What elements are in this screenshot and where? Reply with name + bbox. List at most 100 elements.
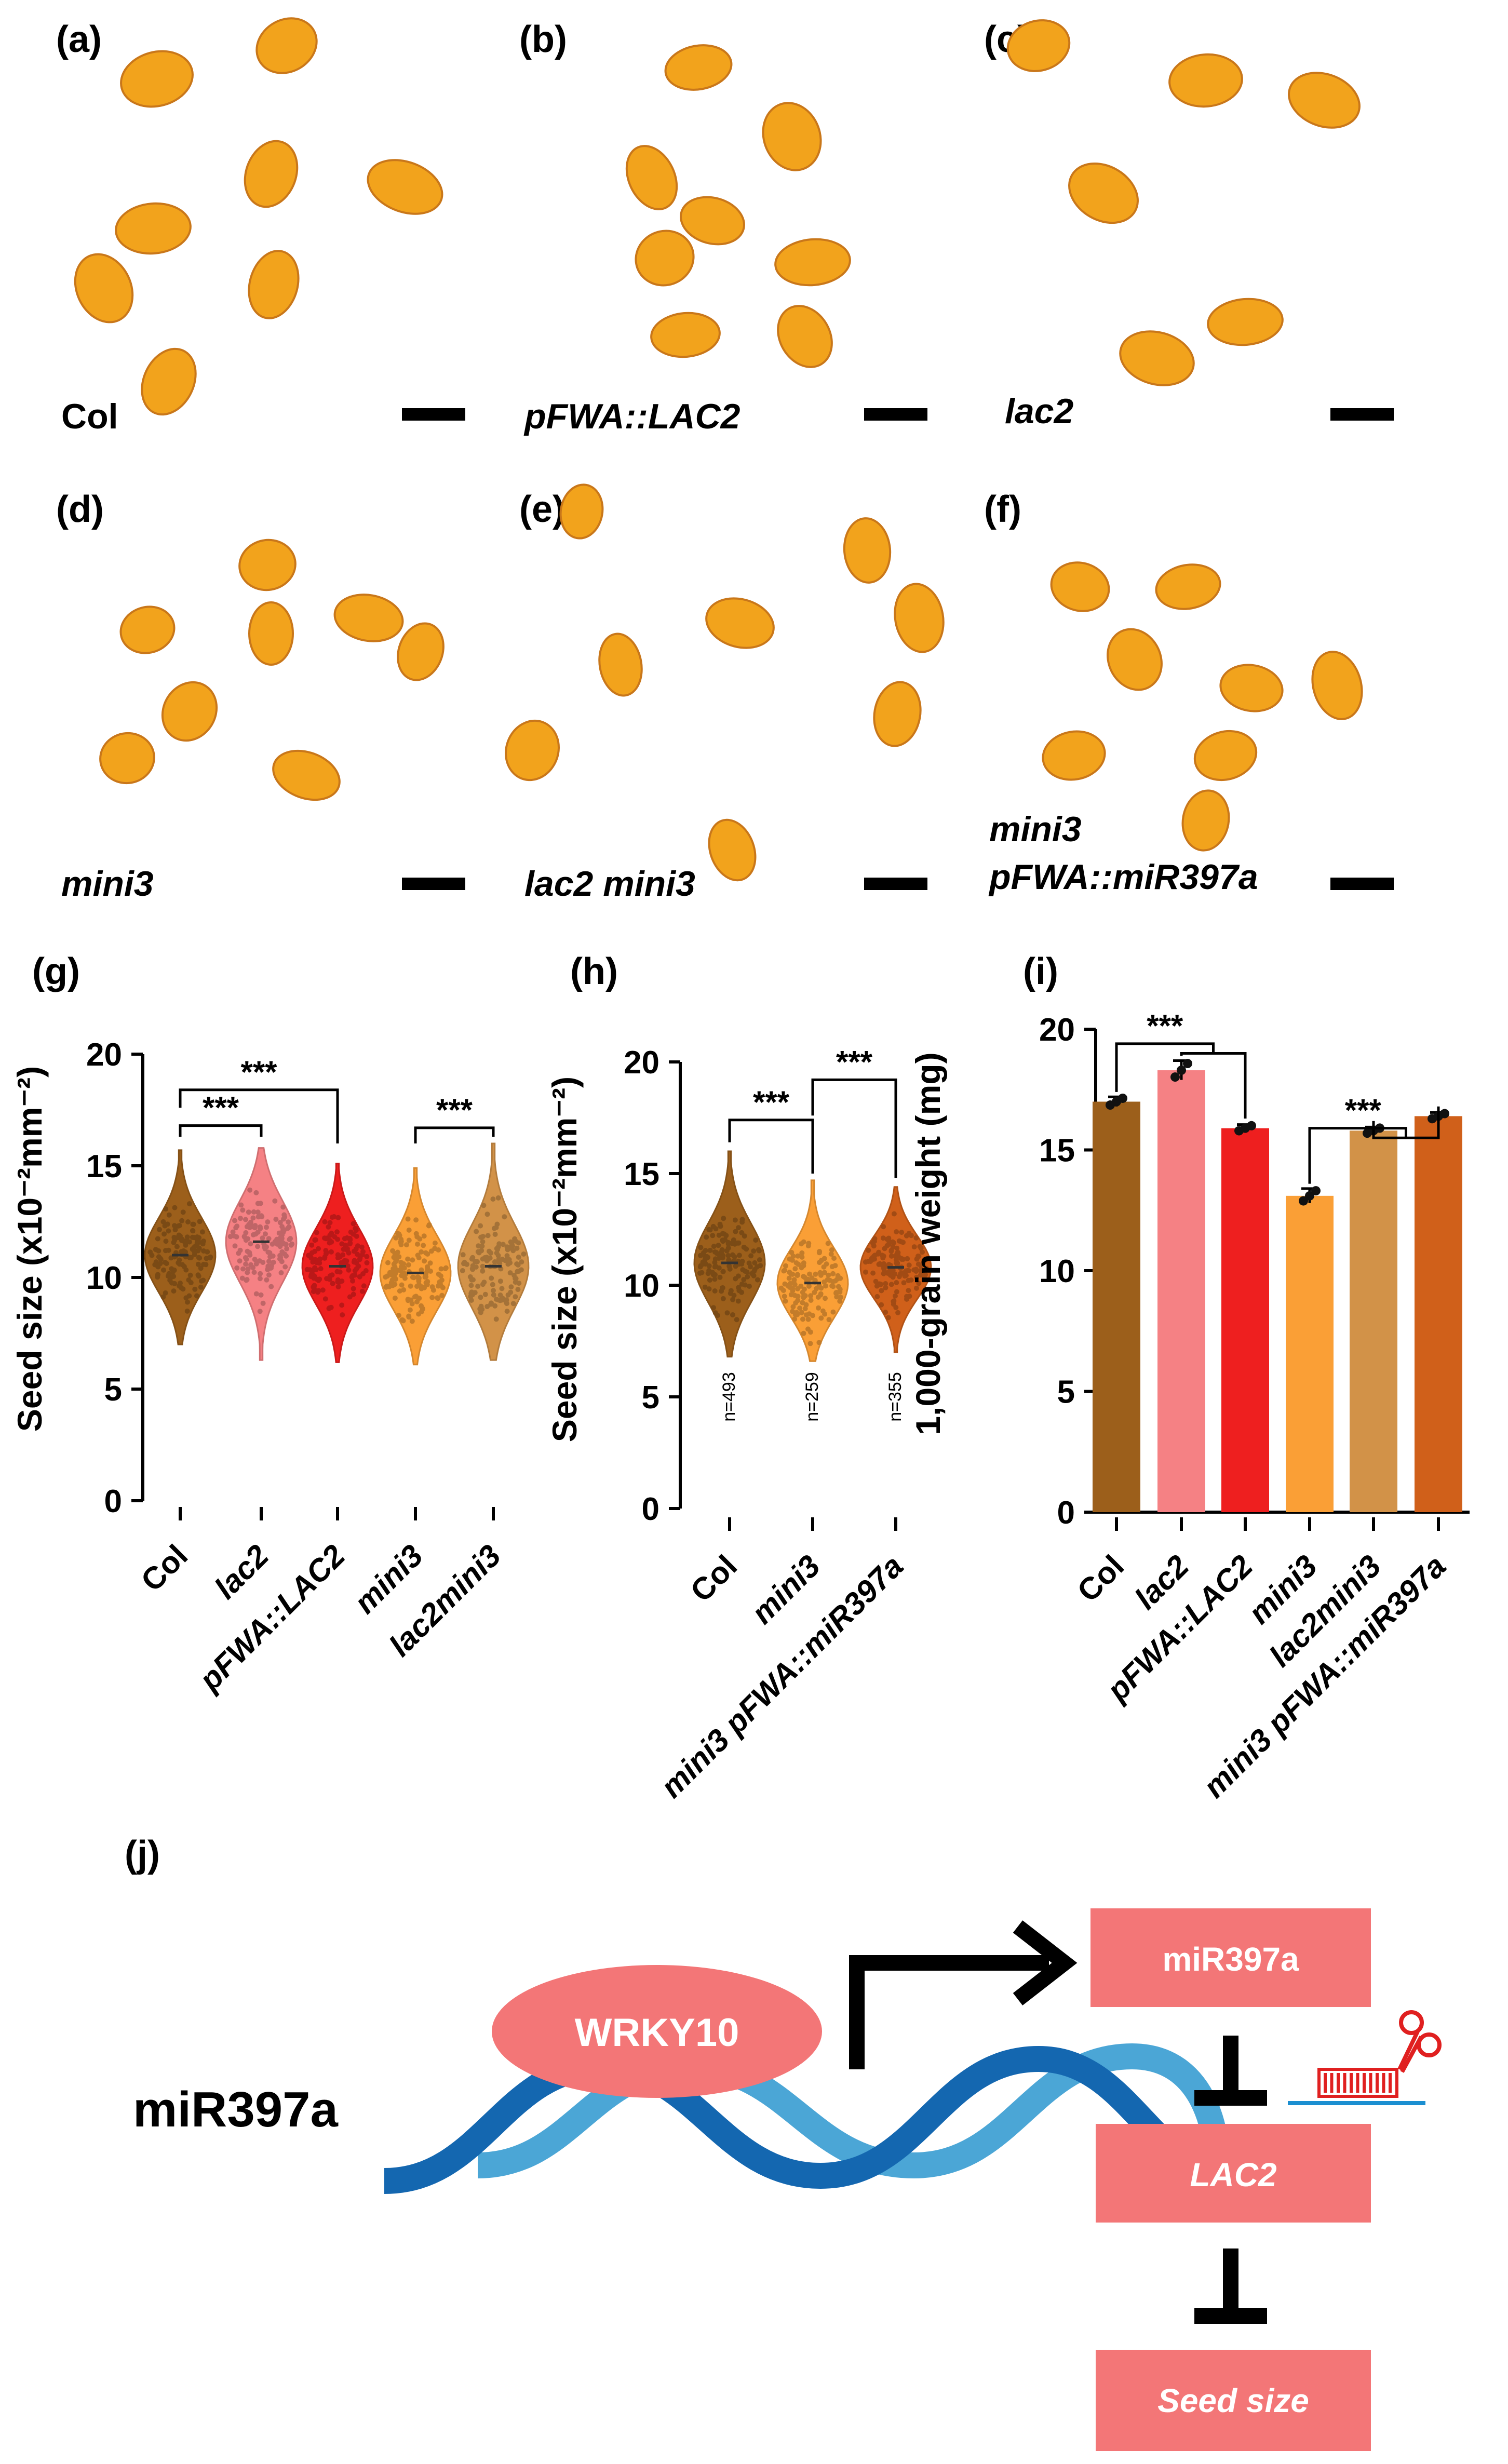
chart-h-point [890, 1268, 896, 1273]
chart-h-point [742, 1268, 748, 1274]
chart-g-point [161, 1267, 166, 1273]
cleavage-icon [1288, 2010, 1442, 2105]
chart-i-y-tick-label: 0 [1057, 1495, 1075, 1531]
chart-g-point [481, 1203, 487, 1208]
chart-g-point [342, 1236, 347, 1242]
chart-h-point [720, 1269, 726, 1274]
chart-g-point [425, 1279, 430, 1284]
chart-g-point [489, 1275, 494, 1281]
chart-g-point [278, 1270, 284, 1275]
chart-h-point [720, 1296, 726, 1301]
chart-h-point [731, 1292, 737, 1298]
chart-h-point [813, 1271, 818, 1277]
chart-g-point [280, 1240, 286, 1246]
chart-g-point [515, 1287, 521, 1292]
chart-g-point [352, 1268, 358, 1273]
chart-g-point [250, 1265, 256, 1270]
chart-g-point [266, 1236, 272, 1242]
chart-g-point [266, 1272, 272, 1278]
chart-g-point [443, 1265, 449, 1271]
chart-g-point [338, 1260, 344, 1265]
chart-g-point [147, 1249, 153, 1255]
lac2-box-rect [1096, 2124, 1371, 2223]
chart-g-point [492, 1259, 497, 1264]
chart-i-point [1177, 1066, 1186, 1075]
chart-g-point [265, 1219, 271, 1225]
chart-g-point [166, 1212, 172, 1218]
chart-g-point [237, 1247, 243, 1253]
chart-g-point [521, 1251, 527, 1257]
chart-h-point [699, 1270, 705, 1275]
chart-h-point [736, 1225, 742, 1231]
chart-h-point [710, 1233, 716, 1238]
chart-g-point [491, 1288, 496, 1294]
chart-g-point [435, 1295, 440, 1301]
chart-h-y-tick-label: 20 [624, 1045, 659, 1081]
chart-g-point [510, 1248, 516, 1254]
chart-h-point [822, 1270, 827, 1275]
chart-g-point [503, 1257, 509, 1263]
chart-h-point [751, 1248, 757, 1254]
seed-cluster-b [625, 44, 851, 368]
seed [1168, 53, 1243, 108]
panel-e: (e) lac2 mini3 [504, 483, 945, 904]
chart-h-point [790, 1271, 796, 1277]
chart-h-point [838, 1295, 843, 1300]
chart-h-point [829, 1247, 834, 1253]
chart-g-point [348, 1229, 354, 1235]
chart-g-point [516, 1281, 522, 1286]
chart-g-point [502, 1214, 507, 1220]
chart-g-point [190, 1234, 195, 1240]
chart-g-point [464, 1261, 469, 1267]
chart-g-point [315, 1288, 321, 1294]
chart-h-point [736, 1288, 742, 1294]
chart-h-point [735, 1298, 741, 1304]
chart-g-point [513, 1294, 518, 1300]
chart-h-point [904, 1294, 909, 1299]
chart-h-point [733, 1229, 738, 1234]
chart-h-sig-bracket [728, 1119, 814, 1174]
chart-g-point [364, 1254, 370, 1259]
chart-h-point [877, 1282, 882, 1288]
chart-g-point [415, 1253, 421, 1258]
panel-a: (a) Col [56, 17, 465, 436]
chart-h-point [888, 1253, 894, 1259]
chart-h-point [713, 1249, 719, 1255]
chart-h-point [895, 1310, 901, 1315]
chart-h-point [899, 1230, 905, 1235]
chart-g-point [166, 1228, 171, 1234]
chart-g-point [499, 1286, 505, 1291]
chart-g-point [346, 1267, 352, 1273]
chart-g-point [179, 1218, 185, 1223]
chart-h-y-tick-label: 15 [624, 1156, 659, 1192]
chart-h-point [816, 1250, 822, 1256]
chart-i-bar-1 [1157, 1070, 1205, 1512]
mir397a-box-label: miR397a [1162, 1941, 1299, 1978]
chart-i-bar-2 [1221, 1128, 1269, 1512]
chart-g-point [392, 1250, 398, 1256]
chart-g-point [410, 1257, 415, 1263]
chart-h-point [806, 1311, 812, 1317]
seed [1311, 651, 1363, 720]
chart-g-point [484, 1211, 490, 1217]
chart-h-point [832, 1278, 838, 1284]
chart-g-point [334, 1229, 340, 1235]
chart-g-sig-bracket [179, 1124, 263, 1137]
chart-g-point [250, 1215, 256, 1221]
seed [650, 312, 721, 358]
panel-b-genotype: pFWA::LAC2 [523, 397, 740, 436]
chart-g-point [262, 1246, 268, 1251]
chart-g-point [405, 1216, 411, 1222]
chart-h-point [801, 1286, 807, 1292]
chart-g-point [258, 1271, 263, 1276]
chart-h-point [913, 1285, 919, 1291]
chart-g-point [408, 1283, 413, 1289]
chart-g-point [419, 1267, 424, 1273]
chart-h-point [710, 1223, 716, 1229]
chart-g-points-4 [460, 1195, 527, 1322]
chart-g-point [512, 1236, 518, 1242]
chart-g-point [279, 1236, 285, 1242]
panel-a-letter: (a) [56, 19, 102, 60]
chart-h-point [786, 1275, 792, 1281]
chart-h-point [818, 1258, 824, 1263]
